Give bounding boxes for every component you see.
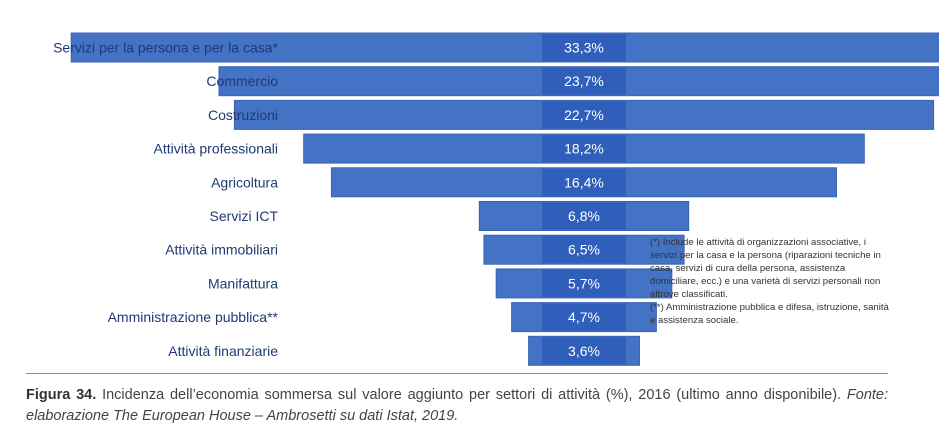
figure-label: Figura 34. [26,387,97,403]
funnel-bar-chart: 33,3% Servizi per la persona e per la cas… [53,32,939,366]
value-label: 33,3% [564,40,604,56]
category-label: Amministrazione pubblica** [108,309,279,325]
value-label-box [542,34,626,61]
value-label: 6,5% [568,242,600,258]
value-label: 6,8% [568,208,600,224]
value-label-box [542,168,626,196]
bar-row: 4,7% Amministrazione pubblica** [108,302,657,333]
bar [70,32,939,63]
value-label-box [542,269,626,297]
caption-text: Incidenza dell’economia sommersa sul val… [102,387,842,403]
category-label: Agricoltura [211,174,278,190]
category-label: Attività finanziarie [168,343,278,359]
category-label: Attività professionali [153,141,278,157]
bar-row: 33,3% Servizi per la persona e per la cas… [53,32,939,63]
bar-row: 5,7% Manifattura [208,268,673,299]
bar-row: 18,2% Attività professionali [153,133,865,164]
value-label-box [542,236,626,264]
bar-row: 23,7% Commercio [206,66,939,97]
category-label: Servizi per la persona e per la casa* [53,40,278,56]
caption-source: Fonte: elaborazione The European House –… [26,387,889,424]
value-label-box [542,67,626,95]
category-label: Manifattura [208,275,278,291]
category-label: Servizi ICT [210,208,279,224]
value-label: 23,7% [564,73,604,89]
bar-row: 16,4% Agricoltura [211,167,837,198]
footnote-1: (*) Include le attività di organizzazion… [650,237,881,300]
bar-row: 6,5% Attività immobiliari [165,234,685,265]
value-label-box [542,101,626,129]
value-label: 5,7% [568,275,600,291]
category-label: Attività immobiliari [165,242,278,258]
value-label: 3,6% [568,343,600,359]
chart-footnotes: (*) Include le attività di organizzazion… [650,236,890,327]
figure-caption: Figura 34. Incidenza dell’economia somme… [26,385,888,427]
value-label-box [542,337,626,365]
value-label: 16,4% [564,174,604,190]
category-label: Costruzioni [208,107,278,123]
category-label: Commercio [206,73,278,89]
value-label: 18,2% [564,141,604,157]
bar-row: 22,7% Costruzioni [208,99,935,130]
bar-row: 6,8% Servizi ICT [210,201,690,231]
value-label-box [542,303,626,331]
footnote-2: (**) Amministrazione pubblica e difesa, … [650,302,889,326]
bar-row: 3,6% Attività finanziarie [168,335,640,366]
value-label-box [542,135,626,163]
value-label-box [542,202,626,230]
value-label: 4,7% [568,309,600,325]
value-label: 22,7% [564,107,604,123]
caption-divider [26,373,888,374]
